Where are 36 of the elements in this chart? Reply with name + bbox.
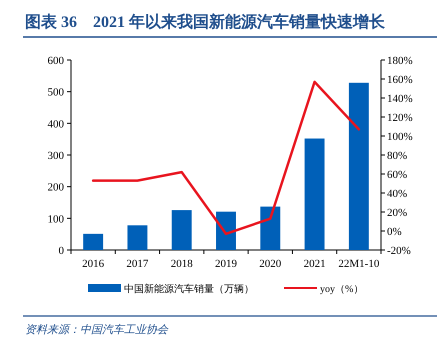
bar xyxy=(83,234,104,250)
x-tick-label: 2016 xyxy=(82,258,105,270)
y2-tick-label: 20% xyxy=(387,207,408,219)
bar xyxy=(216,212,236,250)
y2-tick-label: 140% xyxy=(387,93,413,105)
y2-tick-label: 0% xyxy=(387,226,402,238)
y2-tick-label: 40% xyxy=(387,188,408,200)
x-tick-label: 2019 xyxy=(215,258,238,270)
y2-tick-label: 120% xyxy=(387,112,413,124)
x-tick-label: 2020 xyxy=(259,258,282,270)
bar xyxy=(348,82,369,250)
y2-tick-label: 60% xyxy=(387,169,408,181)
legend-label: 中国新能源汽车销量（万辆） xyxy=(124,283,254,295)
x-tick-label: 2017 xyxy=(126,258,149,270)
chart-title: 图表 36 2021 年以来我国新能源汽车销量快速增长 xyxy=(25,13,386,31)
bar xyxy=(304,138,325,250)
y2-tick-label: 160% xyxy=(387,74,413,86)
y-tick-label: 0 xyxy=(58,245,64,257)
y2-tick-label: 100% xyxy=(387,131,413,143)
x-tick-label: 2018 xyxy=(170,258,194,270)
text: 资料来源：中国汽车工业协会 xyxy=(25,323,169,336)
y-tick-label: 600 xyxy=(48,55,64,67)
y-tick-label: 200 xyxy=(48,182,64,194)
x-tick-label: 22M1-10 xyxy=(338,258,380,270)
bar xyxy=(260,206,280,250)
y-tick-label: 400 xyxy=(48,118,64,130)
y-tick-label: 300 xyxy=(48,150,64,162)
y2-tick-label: 180% xyxy=(387,55,413,67)
bar xyxy=(127,225,148,250)
legend-label: yoy（%） xyxy=(320,284,364,295)
bar xyxy=(172,210,192,250)
y2-tick-label: 80% xyxy=(387,150,408,162)
y2-tick-label: -20% xyxy=(387,245,411,257)
y-tick-label: 500 xyxy=(48,86,64,99)
x-tick-label: 2021 xyxy=(304,258,326,270)
y-tick-label: 100 xyxy=(48,213,64,226)
